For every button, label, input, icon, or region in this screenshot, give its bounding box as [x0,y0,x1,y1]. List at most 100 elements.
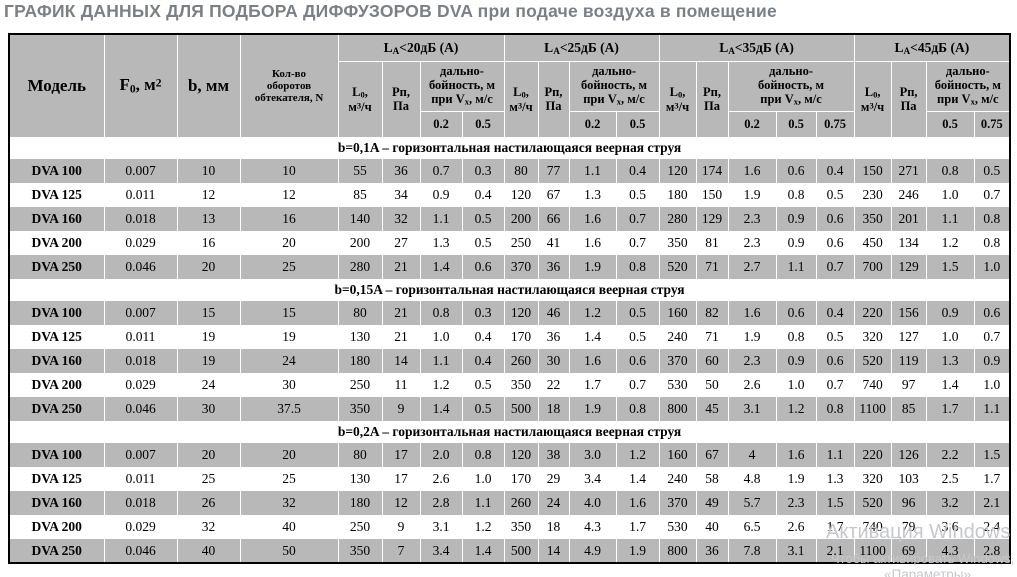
model-cell: DVA 100 [8,159,104,183]
flow-header-1: L0, м3/ч [503,60,539,137]
table-row: DVA 125 0.011 19 19 130 21 1.0 0.4 170 36 1.4 0.5 24… [8,325,1011,349]
value-cell: 2.3 [727,207,777,231]
value-cell: 0.5 [461,373,505,397]
value-cell: 1.6 [568,349,617,373]
value-cell: 50 [239,539,338,563]
value-cell: 271 [890,159,927,183]
value-cell: 1100 [853,397,892,421]
value-cell: 25 [176,467,240,491]
table-row: DVA 100 0.007 10 10 55 36 0.7 0.3 80 77 1.1 0.4 120 1… [8,159,1011,183]
value-cell: 20 [239,231,338,255]
model-cell: DVA 200 [8,231,104,255]
value-cell: 0.6 [815,231,855,255]
value-cell: 0.007 [103,301,177,325]
value-cell: 21 [381,325,420,349]
velocity-header-2-2: 0.75 [815,110,855,137]
value-cell: 350 [337,539,382,563]
pressure-header-3: Рп, Па [890,60,927,137]
value-cell: 7.8 [727,539,777,563]
value-cell: 170 [503,325,539,349]
table-row: DVA 160 0.018 26 32 180 12 2.8 1.1 260 24 4.0 1.6 37… [8,491,1011,515]
value-cell: 1.4 [419,397,462,421]
value-cell: 19 [176,349,240,373]
value-cell: 3.1 [775,539,817,563]
value-cell: 0.4 [461,183,505,207]
model-cell: DVA 100 [8,443,104,467]
value-cell: 7 [381,539,420,563]
value-cell: 1.2 [925,231,975,255]
value-cell: 1.1 [461,491,505,515]
value-cell: 1.5 [925,255,975,279]
value-cell: 740 [853,515,892,539]
value-cell: 0.5 [461,397,505,421]
value-cell: 0.6 [775,301,817,325]
value-cell: 150 [853,159,892,183]
value-cell: 20 [239,443,338,467]
value-cell: 1.1 [419,349,462,373]
value-cell: 156 [890,301,927,325]
value-cell: 22 [537,373,570,397]
value-cell: 119 [890,349,927,373]
value-cell: 350 [503,515,539,539]
value-cell: 1.6 [727,159,777,183]
value-cell: 350 [337,397,382,421]
value-cell: 80 [337,443,382,467]
value-cell: 450 [853,231,892,255]
value-cell: 0.8 [615,255,660,279]
value-cell: 1.7 [815,515,855,539]
value-cell: 260 [503,349,539,373]
value-cell: 14 [381,349,420,373]
value-cell: 2.8 [973,539,1011,563]
value-cell: 1.4 [461,539,505,563]
value-cell: 140 [337,207,382,231]
value-cell: 69 [890,539,927,563]
value-cell: 2.1 [973,491,1011,515]
value-cell: 120 [503,443,539,467]
col-header-area: F0, м2 [103,34,177,137]
value-cell: 1.6 [615,491,660,515]
value-cell: 250 [337,373,382,397]
value-cell: 36 [537,325,570,349]
table-row: DVA 200 0.029 16 20 200 27 1.3 0.5 250 41 1.6 0.7 35… [8,231,1011,255]
value-cell: 67 [537,183,570,207]
value-cell: 1.7 [615,515,660,539]
velocity-header-2-0: 0.2 [727,110,777,137]
value-cell: 21 [381,255,420,279]
value-cell: 49 [695,491,729,515]
value-cell: 220 [853,443,892,467]
value-cell: 0.6 [615,349,660,373]
page-title: ГРАФИК ДАННЫХ ДЛЯ ПОДБОРА ДИФФУЗОРОВ DVA… [4,1,777,21]
value-cell: 1.1 [925,207,975,231]
value-cell: 1.6 [775,443,817,467]
value-cell: 2.7 [727,255,777,279]
header-row-groups: Модель F0, м2 b, мм Кол-во оборотов обтекател… [8,34,1011,137]
model-cell: DVA 125 [8,467,104,491]
value-cell: 25 [239,255,338,279]
value-cell: 27 [381,231,420,255]
throw-header-1: дально-бойность, м при Vx, м/с [568,60,660,111]
value-cell: 0.029 [103,373,177,397]
value-cell: 20 [176,255,240,279]
table-row: DVA 250 0.046 20 25 280 21 1.4 0.6 370 36 1.9 0.8 52… [8,255,1011,279]
value-cell: 0.7 [419,159,462,183]
value-cell: 0.5 [615,325,660,349]
value-cell: 1.7 [925,397,975,421]
value-cell: 3.1 [419,515,462,539]
value-cell: 0.018 [103,349,177,373]
value-cell: 5.7 [727,491,777,515]
value-cell: 150 [695,183,729,207]
value-cell: 280 [337,255,382,279]
value-cell: 1.0 [973,255,1011,279]
col-header-width: b, мм [176,34,240,137]
value-cell: 1.0 [419,325,462,349]
value-cell: 0.5 [815,183,855,207]
value-cell: 0.8 [775,325,817,349]
value-cell: 24 [176,373,240,397]
value-cell: 0.6 [815,207,855,231]
value-cell: 1100 [853,539,892,563]
value-cell: 1.9 [727,325,777,349]
value-cell: 0.7 [615,373,660,397]
value-cell: 0.046 [103,397,177,421]
model-cell: DVA 125 [8,325,104,349]
section-band: b=0,1A – горизонтальная настилающаяся ве… [9,137,1011,159]
